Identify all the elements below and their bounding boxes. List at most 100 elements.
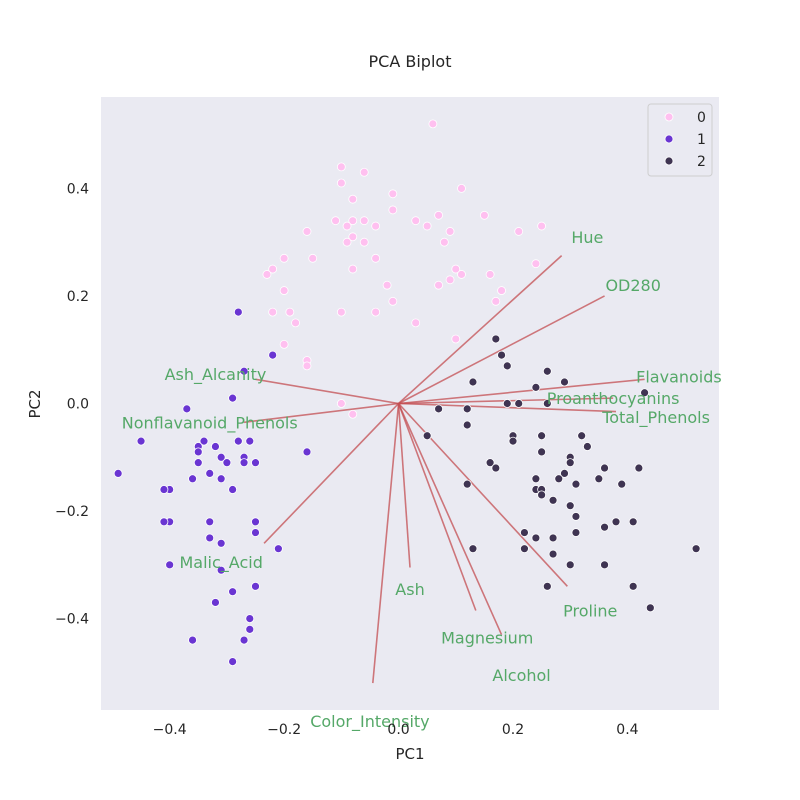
data-point (560, 469, 569, 478)
data-point (548, 549, 558, 559)
data-point (462, 479, 472, 489)
data-point (628, 581, 638, 591)
data-point (113, 469, 123, 478)
data-point (640, 388, 650, 398)
data-point (216, 538, 226, 548)
data-point (233, 436, 243, 446)
data-point (491, 296, 501, 306)
data-point (691, 544, 701, 554)
legend-label: 2 (697, 154, 706, 170)
data-point (233, 307, 243, 317)
data-point (451, 334, 461, 344)
data-point (531, 533, 541, 543)
data-point (468, 377, 478, 387)
data-point (388, 205, 398, 215)
legend-label: 0 (697, 110, 706, 126)
data-point (537, 490, 547, 500)
data-point (491, 463, 501, 473)
loading-vector (398, 295, 605, 405)
y-tick-label: −0.4 (55, 612, 89, 628)
data-point (554, 474, 564, 484)
data-point (457, 270, 466, 279)
data-point (359, 237, 369, 247)
data-point (445, 227, 455, 236)
x-axis-ticks: −0.4 −0.2 0.0 0.2 0.4 (153, 722, 639, 738)
y-tick-label: 0.0 (67, 397, 89, 413)
data-point (600, 522, 609, 532)
data-point (336, 178, 346, 188)
data-point (634, 463, 644, 473)
data-point (382, 280, 392, 290)
data-point (514, 227, 524, 236)
data-point (342, 237, 352, 247)
x-tick-label: −0.2 (267, 722, 301, 738)
legend-label: 1 (697, 132, 706, 148)
loading-vector (243, 402, 399, 424)
data-point (371, 221, 381, 231)
y-axis-ticks: −0.4 −0.2 0.0 0.2 0.4 (55, 181, 89, 627)
data-point (445, 275, 455, 285)
data-point (348, 409, 358, 419)
data-point (279, 253, 289, 263)
data-point (302, 227, 312, 236)
data-point (439, 237, 449, 247)
data-point (159, 485, 169, 494)
data-point (411, 318, 421, 328)
data-point (371, 253, 381, 263)
data-point (388, 189, 398, 199)
data-point (228, 587, 238, 597)
legend: 0 1 2 (647, 103, 713, 177)
loading-vector (398, 378, 645, 405)
legend-marker (664, 134, 674, 144)
data-point (331, 216, 341, 226)
data-point (542, 399, 552, 408)
loading-label: Nonflavanoid_Phenols (122, 413, 298, 433)
data-point (520, 544, 529, 554)
loading-vectors (243, 255, 645, 684)
data-point (571, 528, 581, 537)
data-point (228, 485, 238, 494)
data-point (542, 366, 552, 376)
data-point (216, 474, 226, 484)
data-point (239, 458, 249, 468)
loading-label: Ash (395, 580, 424, 599)
data-point (336, 399, 346, 408)
data-point (193, 447, 203, 457)
data-point (428, 119, 438, 129)
loading-label: Proanthocyanins (547, 389, 680, 408)
data-point (560, 377, 569, 387)
data-point (228, 393, 238, 403)
x-tick-label: 0.0 (387, 722, 409, 738)
data-point (468, 544, 478, 554)
data-point (600, 463, 609, 473)
y-tick-label: 0.2 (67, 289, 89, 305)
data-point (348, 194, 358, 204)
data-point (434, 404, 444, 414)
loading-label: Hue (571, 228, 603, 247)
data-point (548, 533, 558, 543)
data-point (594, 474, 604, 484)
data-point (245, 624, 255, 634)
data-point (600, 560, 609, 570)
data-point (497, 350, 506, 360)
data-point (216, 565, 226, 575)
data-point (336, 162, 346, 172)
data-point (485, 270, 495, 279)
data-point (251, 517, 260, 527)
data-point (342, 221, 352, 231)
data-point (348, 264, 358, 274)
data-point (411, 216, 421, 226)
data-point (262, 270, 272, 279)
loading-label: OD280 (605, 276, 660, 295)
data-point (497, 286, 506, 295)
data-point (165, 560, 175, 570)
chart-title: PCA Biplot (369, 52, 452, 71)
data-point (228, 657, 238, 667)
loading-labels: Hue OD280 Flavanoids ProanthocyaninsTotal_P… (122, 228, 722, 732)
y-axis-label: PC2 (26, 389, 44, 418)
data-point (542, 581, 552, 591)
data-point (359, 167, 369, 177)
loading-label: Total_Phenols (601, 408, 710, 428)
data-point (205, 533, 215, 543)
